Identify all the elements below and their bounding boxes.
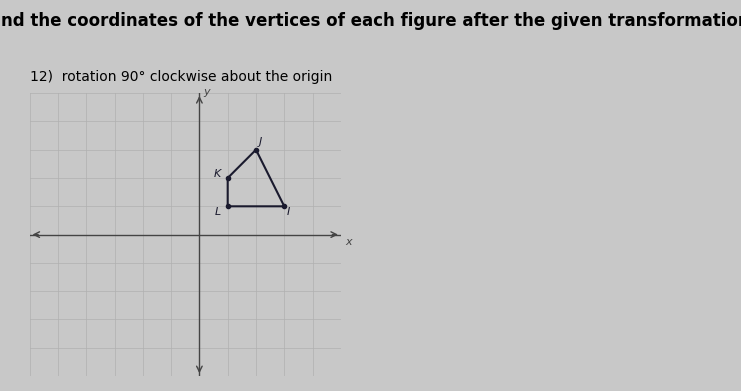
Text: 12)  rotation 90° clockwise about the origin: 12) rotation 90° clockwise about the ori… <box>30 70 332 84</box>
Text: y: y <box>203 86 210 97</box>
Text: K: K <box>213 169 221 179</box>
Text: x: x <box>345 237 352 246</box>
Text: L: L <box>215 207 222 217</box>
Text: I: I <box>287 207 290 217</box>
Text: J: J <box>259 138 262 147</box>
Text: Find the coordinates of the vertices of each figure after the given transformati: Find the coordinates of the vertices of … <box>0 12 741 30</box>
